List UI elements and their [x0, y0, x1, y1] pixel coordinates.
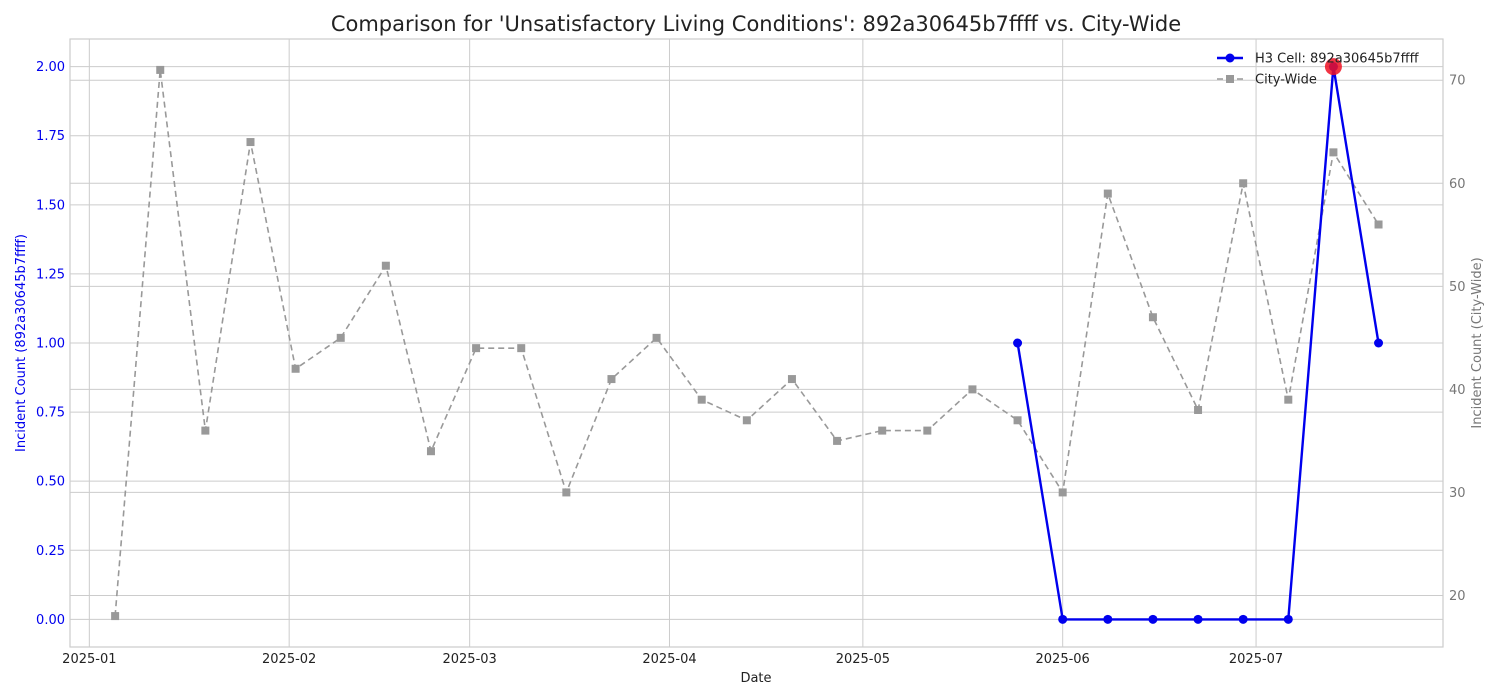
- data-point: [878, 426, 887, 435]
- data-point: [742, 416, 751, 425]
- data-point: [1148, 614, 1158, 624]
- data-point: [111, 612, 120, 621]
- y-left-tick-label: 0.75: [36, 406, 65, 421]
- data-point: [562, 488, 571, 497]
- data-point: [1193, 614, 1203, 624]
- x-tick-label: 2025-03: [442, 652, 496, 667]
- data-point: [156, 65, 165, 74]
- data-point: [787, 375, 796, 384]
- legend-label: City-Wide: [1255, 73, 1317, 88]
- y-left-tick-label: 0.50: [36, 475, 65, 490]
- y-axis-left-label: Incident Count (892a30645b7ffff): [14, 234, 29, 452]
- y-left-tick-label: 2.00: [36, 60, 65, 75]
- data-point: [1329, 148, 1338, 157]
- data-point: [652, 333, 661, 342]
- axes: 0.00 0.25 0.50 0.75 1.00 1.25 1.50 1.75 2.00 20 30…: [36, 38, 1466, 667]
- data-point: [1058, 488, 1067, 497]
- y-left-tick-label: 0.25: [36, 544, 65, 559]
- data-point: [833, 436, 842, 445]
- data-point: [201, 426, 210, 435]
- x-axis-label: Date: [740, 671, 771, 686]
- x-tick-label: 2025-06: [1036, 652, 1090, 667]
- y-axis-right-label: Incident Count (City-Wide): [1470, 257, 1485, 428]
- data-point: [246, 138, 255, 147]
- series-group: [111, 58, 1384, 624]
- data-point: [426, 447, 435, 456]
- legend-marker: [1226, 75, 1234, 83]
- chart-title: Comparison for 'Unsatisfactory Living Co…: [331, 12, 1181, 36]
- data-point: [336, 333, 345, 342]
- data-point: [1194, 405, 1203, 414]
- y-left-tick-label: 1.75: [36, 129, 65, 144]
- data-point: [1148, 313, 1157, 322]
- y-left-tick-label: 1.50: [36, 198, 65, 213]
- y-right-tick-label: 40: [1449, 383, 1466, 398]
- data-point: [381, 261, 390, 270]
- data-point: [291, 364, 300, 373]
- data-point: [1284, 395, 1293, 404]
- data-point: [1103, 189, 1112, 198]
- y-right-tick-label: 70: [1449, 74, 1466, 89]
- data-point: [1239, 179, 1248, 188]
- data-point: [1374, 220, 1383, 229]
- x-tick-label: 2025-05: [836, 652, 890, 667]
- data-point: [517, 344, 526, 353]
- y-right-tick-label: 30: [1449, 486, 1466, 501]
- highlight-point: [1324, 58, 1342, 76]
- x-tick-label: 2025-01: [62, 652, 116, 667]
- data-point: [1103, 614, 1113, 624]
- data-point: [472, 344, 481, 353]
- y-right-tick-label: 60: [1449, 177, 1466, 192]
- x-tick-label: 2025-02: [262, 652, 316, 667]
- y-left-tick-label: 1.00: [36, 337, 65, 352]
- y-right-tick-label: 20: [1449, 589, 1466, 604]
- data-point: [968, 385, 977, 394]
- y-right-tick-label: 50: [1449, 280, 1466, 295]
- data-point: [697, 395, 706, 404]
- plot-frame: [69, 38, 1444, 648]
- data-point: [1058, 614, 1068, 624]
- y-left-tick-label: 1.25: [36, 267, 65, 282]
- x-tick-label: 2025-07: [1229, 652, 1283, 667]
- data-point: [923, 426, 932, 435]
- x-tick-label: 2025-04: [642, 652, 696, 667]
- grid-lines: [70, 39, 1443, 647]
- series-city-wide: [111, 65, 1383, 621]
- data-point: [1013, 416, 1022, 425]
- legend-label: H3 Cell: 892a30645b7ffff: [1255, 52, 1420, 67]
- y-left-tick-label: 0.00: [36, 613, 65, 628]
- data-point: [1238, 614, 1248, 624]
- legend-marker: [1225, 53, 1235, 63]
- data-point: [607, 375, 616, 384]
- legend: H3 Cell: 892a30645b7ffff City-Wide: [1217, 52, 1420, 88]
- data-point: [1374, 338, 1384, 348]
- data-point: [1013, 338, 1023, 348]
- data-point: [1283, 614, 1293, 624]
